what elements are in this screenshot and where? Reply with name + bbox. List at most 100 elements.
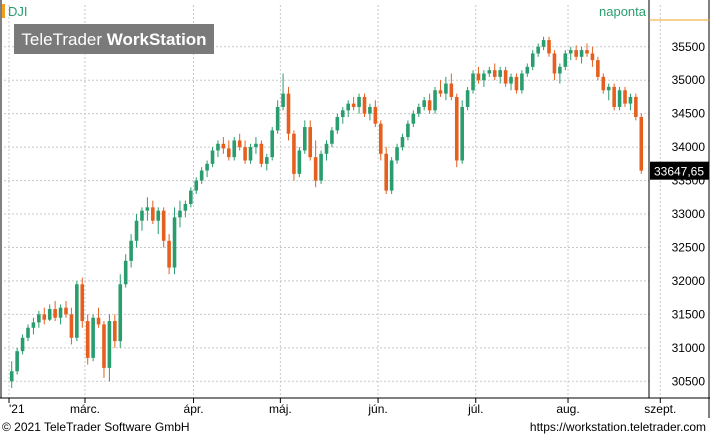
candle-body[interactable] (330, 130, 334, 144)
candle-body[interactable] (438, 90, 443, 94)
candle-body[interactable] (259, 143, 264, 164)
candle-body[interactable] (389, 160, 394, 191)
candle-body[interactable] (433, 90, 437, 111)
candle-body[interactable] (102, 324, 106, 368)
candle-body[interactable] (194, 180, 199, 191)
symbol-label[interactable]: DJI (8, 4, 28, 19)
candle-body[interactable] (140, 210, 144, 221)
candle-body[interactable] (579, 50, 584, 57)
candle-body[interactable] (427, 100, 432, 111)
candle-body[interactable] (628, 96, 633, 104)
candle-body[interactable] (606, 86, 611, 91)
candle-body[interactable] (422, 100, 426, 107)
candle-body[interactable] (492, 70, 497, 77)
candle-body[interactable] (634, 96, 638, 118)
candle-body[interactable] (487, 70, 492, 74)
candle-body[interactable] (574, 50, 578, 57)
candle-body[interactable] (503, 70, 508, 84)
candle-body[interactable] (541, 40, 546, 47)
candle-body[interactable] (286, 93, 291, 134)
candle-body[interactable] (357, 96, 361, 107)
candle-body[interactable] (237, 140, 242, 148)
candle-body[interactable] (113, 321, 117, 342)
candle-body[interactable] (227, 148, 231, 158)
candle-body[interactable] (465, 90, 470, 107)
candle-body[interactable] (85, 321, 90, 358)
candle-body[interactable] (514, 76, 519, 91)
candle-body[interactable] (254, 143, 258, 148)
candle-body[interactable] (26, 327, 30, 338)
candle-body[interactable] (221, 143, 226, 149)
candle-body[interactable] (107, 321, 112, 368)
candle-body[interactable] (324, 143, 329, 154)
candle-body[interactable] (302, 127, 307, 151)
candle-body[interactable] (232, 140, 237, 158)
candle-body[interactable] (75, 284, 79, 338)
source-url-link[interactable]: https://workstation.teletrader.com (529, 420, 706, 434)
candle-body[interactable] (536, 46, 540, 54)
candle-body[interactable] (96, 317, 101, 325)
interval-label[interactable]: naponta (599, 4, 647, 19)
candle-body[interactable] (449, 83, 454, 97)
candle-body[interactable] (292, 133, 296, 174)
candle-body[interactable] (134, 220, 139, 241)
candle-body[interactable] (275, 106, 280, 131)
candle-body[interactable] (151, 207, 155, 221)
candle-body[interactable] (525, 66, 530, 74)
candle-body[interactable] (156, 210, 161, 221)
candle-body[interactable] (9, 371, 14, 382)
candle-body[interactable] (313, 157, 318, 181)
candle-body[interactable] (520, 73, 524, 91)
candle-body[interactable] (378, 123, 383, 154)
candle-body[interactable] (335, 117, 340, 131)
candle-body[interactable] (189, 190, 193, 204)
candle-body[interactable] (368, 106, 372, 114)
candle-body[interactable] (123, 260, 128, 285)
candle-body[interactable] (20, 337, 25, 352)
candle-body[interactable] (319, 153, 323, 181)
candle-body[interactable] (639, 117, 644, 171)
candle-body[interactable] (270, 130, 275, 158)
candle-body[interactable] (362, 96, 367, 114)
candle-body[interactable] (509, 76, 513, 84)
candle-body[interactable] (558, 66, 562, 74)
candle-body[interactable] (340, 110, 345, 118)
candle-body[interactable] (15, 351, 19, 372)
candle-body[interactable] (129, 240, 133, 261)
candle-body[interactable] (498, 70, 502, 77)
candle-body[interactable] (547, 40, 551, 54)
candle-body[interactable] (31, 322, 36, 328)
candle-body[interactable] (400, 137, 405, 148)
candle-body[interactable] (590, 53, 595, 61)
candle-body[interactable] (585, 50, 589, 54)
candle-body[interactable] (617, 90, 622, 107)
candle-body[interactable] (248, 147, 253, 161)
candle-body[interactable] (454, 96, 459, 161)
candle-body[interactable] (42, 314, 47, 320)
candle-body[interactable] (384, 153, 389, 191)
candle-body[interactable] (167, 240, 171, 268)
candle-body[interactable] (346, 103, 351, 111)
candle-body[interactable] (178, 210, 182, 218)
candle-body[interactable] (563, 53, 568, 67)
candle-body[interactable] (530, 53, 535, 67)
candle-body[interactable] (416, 106, 421, 114)
candle-body[interactable] (373, 106, 378, 124)
candle-body[interactable] (145, 207, 150, 211)
candle-body[interactable] (351, 103, 356, 107)
candle-body[interactable] (297, 150, 302, 174)
candle-body[interactable] (411, 113, 416, 124)
candle-body[interactable] (161, 210, 166, 241)
candle-body[interactable] (80, 284, 85, 322)
candle-body[interactable] (91, 317, 95, 358)
candle-body[interactable] (623, 90, 627, 104)
candle-body[interactable] (476, 73, 481, 81)
candle-body[interactable] (406, 123, 410, 138)
candle-body[interactable] (552, 53, 557, 74)
candle-body[interactable] (216, 143, 220, 151)
candle-body[interactable] (596, 60, 600, 77)
candle-body[interactable] (568, 50, 573, 54)
candle-body[interactable] (482, 73, 486, 81)
candle-body[interactable] (69, 314, 74, 338)
candle-body[interactable] (601, 76, 606, 91)
